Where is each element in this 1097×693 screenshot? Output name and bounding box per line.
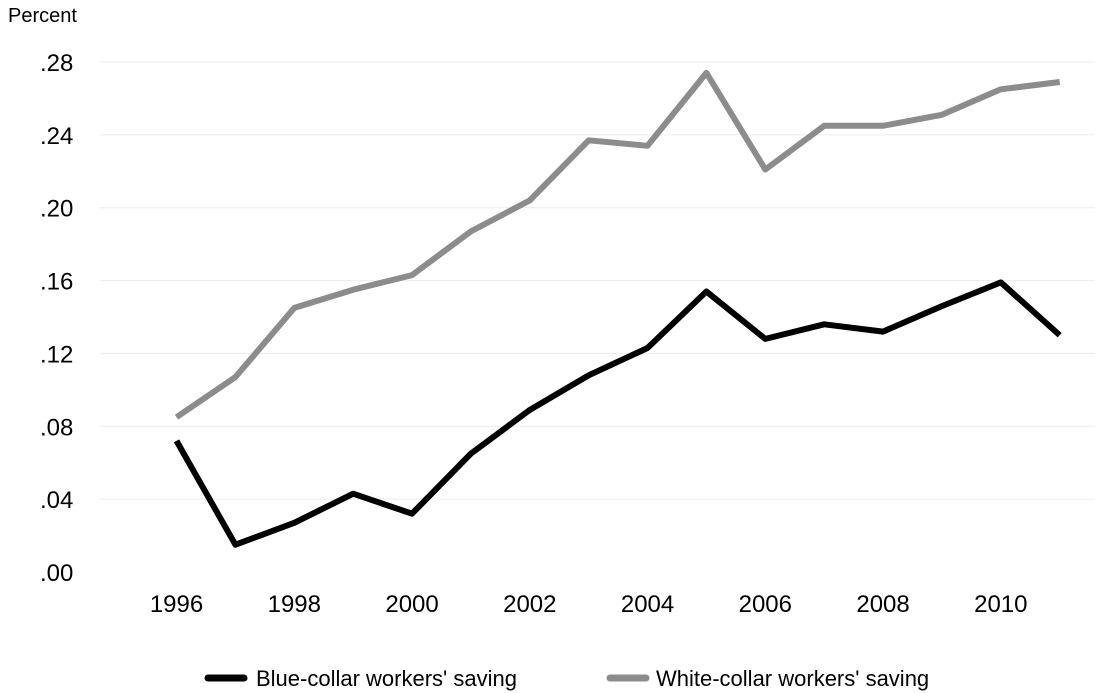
x-tick-label: 2000 bbox=[385, 591, 438, 618]
y-tick-label: .00 bbox=[40, 560, 73, 587]
y-axis-label: Percent bbox=[8, 5, 77, 27]
series-line-blue-collar bbox=[173, 279, 1062, 548]
legend-label-white-collar: White-collar workers' saving bbox=[656, 666, 929, 691]
x-tick-label: 2006 bbox=[739, 591, 792, 618]
y-tick-label: .28 bbox=[40, 50, 73, 77]
x-tick-label: 2010 bbox=[974, 591, 1027, 618]
x-tick-label: 1996 bbox=[150, 591, 203, 618]
y-tick-labels: .00 .04 .08 .12 .16 .20 .24 .28 bbox=[40, 50, 73, 587]
y-tick-label: .08 bbox=[40, 414, 73, 441]
gridlines bbox=[100, 61, 1095, 500]
x-tick-labels: 1996 1998 2000 2002 2004 2006 2008 2010 bbox=[150, 591, 1028, 618]
x-tick-label: 2008 bbox=[856, 591, 909, 618]
y-tick-label: .12 bbox=[40, 341, 73, 368]
y-tick-label: .24 bbox=[40, 123, 73, 150]
legend-label-blue-collar: Blue-collar workers' saving bbox=[256, 666, 517, 691]
series-lines bbox=[173, 69, 1062, 548]
x-tick-label: 2002 bbox=[503, 591, 556, 618]
y-tick-label: .16 bbox=[40, 269, 73, 296]
y-tick-label: .04 bbox=[40, 487, 73, 514]
x-tick-label: 2004 bbox=[621, 591, 674, 618]
x-tick-label: 1998 bbox=[268, 591, 321, 618]
y-tick-label: .20 bbox=[40, 196, 73, 223]
legend: Blue-collar workers' saving White-collar… bbox=[204, 666, 929, 691]
series-line-white-collar bbox=[174, 69, 1061, 420]
